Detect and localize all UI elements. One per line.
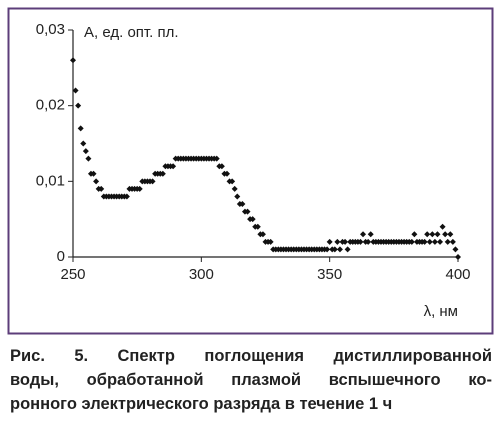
- point: [80, 140, 87, 147]
- y-tick-label: 0: [57, 248, 65, 265]
- point: [224, 170, 230, 177]
- point: [123, 193, 130, 200]
- point: [254, 223, 261, 230]
- point: [82, 148, 89, 155]
- x-tick-label: 250: [60, 266, 85, 283]
- point: [360, 231, 367, 238]
- point: [93, 178, 100, 185]
- caption: Рис. 5. Спектр поглощения дистиллированн…: [10, 344, 492, 416]
- point: [259, 231, 266, 238]
- point: [342, 238, 349, 245]
- point: [426, 238, 433, 245]
- y-tick-label: 0,03: [36, 21, 65, 38]
- point: [334, 238, 341, 245]
- point: [239, 201, 246, 208]
- y-tick-label: 0,02: [36, 97, 65, 114]
- point: [70, 57, 76, 64]
- point: [449, 238, 456, 245]
- point: [452, 246, 459, 253]
- point: [213, 155, 220, 162]
- point: [455, 254, 461, 260]
- point: [411, 231, 418, 238]
- point: [77, 125, 84, 132]
- point: [336, 246, 343, 253]
- point: [170, 163, 177, 170]
- frame: [7, 7, 494, 335]
- point: [72, 87, 79, 94]
- x-tick-label: 350: [317, 266, 342, 283]
- point: [444, 238, 451, 245]
- chart: A, ед. опт. пл. λ, нм 0 0,01 0,02 0,03 250 30…: [7, 7, 494, 335]
- point: [136, 185, 143, 192]
- point: [229, 178, 236, 185]
- y-axis-label: A, ед. опт. пл.: [84, 24, 179, 41]
- point: [218, 163, 225, 170]
- point: [357, 238, 364, 245]
- point: [267, 238, 274, 245]
- point: [408, 238, 415, 245]
- point: [249, 216, 256, 223]
- point: [365, 238, 372, 245]
- point: [159, 170, 166, 177]
- point: [344, 246, 351, 253]
- point: [424, 231, 431, 238]
- point: [421, 238, 428, 245]
- point: [437, 238, 444, 245]
- x-tick-label: 400: [445, 266, 470, 283]
- point: [326, 238, 333, 245]
- point: [324, 246, 331, 253]
- point: [434, 231, 441, 238]
- y-tick-label: 0,01: [36, 172, 65, 189]
- point: [367, 231, 374, 238]
- x-axis-label: λ, нм: [424, 303, 458, 320]
- caption-line: ронного электрического разряда в течение…: [10, 395, 393, 413]
- point: [429, 231, 436, 238]
- point: [431, 238, 438, 245]
- point: [231, 185, 238, 192]
- caption-line: Рис. 5. Спектр поглощения дистиллированн…: [10, 347, 492, 365]
- point: [331, 246, 338, 253]
- caption-line: воды, обработанной плазмой вспышечного к…: [10, 371, 492, 389]
- point: [98, 185, 105, 192]
- x-tick-label: 300: [189, 266, 214, 283]
- point: [75, 102, 82, 109]
- point: [442, 231, 449, 238]
- point: [439, 223, 446, 230]
- point: [85, 155, 92, 162]
- point: [234, 193, 241, 200]
- point: [149, 178, 156, 185]
- point: [447, 231, 454, 238]
- point: [244, 208, 251, 215]
- point: [90, 170, 97, 177]
